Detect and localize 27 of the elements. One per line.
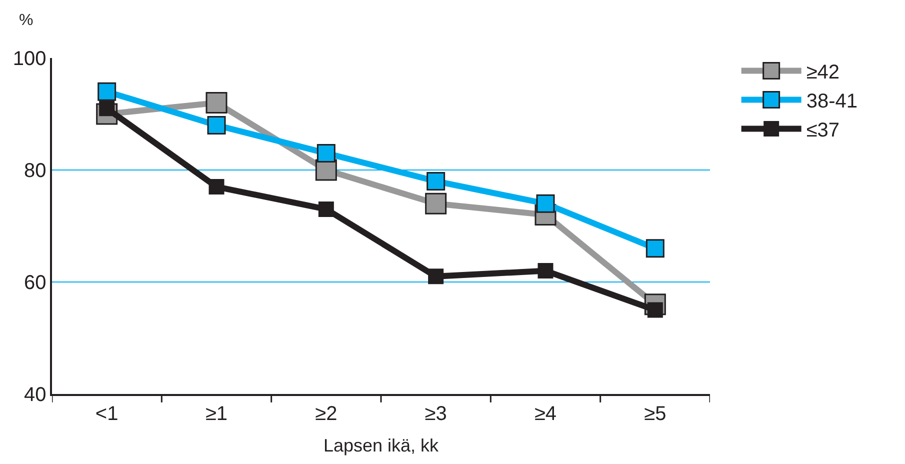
point [316, 144, 336, 162]
y-tick-label: 60 [24, 272, 46, 294]
legend-label: ≤37 [806, 120, 840, 142]
x-tick-label: ≥2 [315, 402, 338, 425]
y-tick-label: 100 [12, 48, 46, 70]
legend-label: 38-41 [806, 90, 858, 113]
point [428, 268, 444, 284]
point [208, 179, 224, 195]
point [425, 192, 447, 214]
point [207, 116, 226, 134]
x-tick-label: ≥4 [534, 402, 557, 425]
point [426, 172, 446, 190]
x-tick-label: ≥3 [424, 402, 447, 425]
y-tick-label: 80 [24, 160, 46, 182]
x-tick-label: ≥1 [205, 402, 228, 425]
point [646, 239, 664, 258]
x-tick-label: <1 [95, 402, 118, 425]
y-tick-label: 40 [24, 384, 46, 406]
point [98, 82, 116, 101]
x-axis-title: Lapsen ikä, kk [323, 435, 440, 456]
point [538, 263, 554, 279]
y-axis-title: % [19, 12, 34, 29]
point [536, 194, 555, 213]
legend-label: ≥42 [806, 62, 840, 84]
point [206, 92, 228, 114]
point [318, 201, 334, 217]
x-tick-label: ≥5 [644, 402, 666, 425]
